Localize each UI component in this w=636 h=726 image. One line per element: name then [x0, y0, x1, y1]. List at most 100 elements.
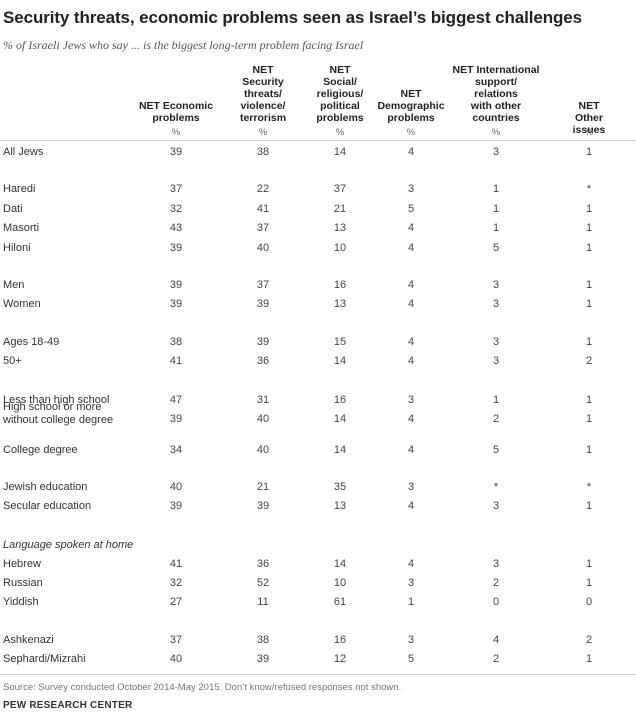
table-cell: 1: [407, 596, 415, 608]
table-cell: 4: [407, 413, 415, 425]
row-label: High school or more without college degr…: [3, 401, 114, 426]
table-cell: 5: [492, 242, 500, 254]
table-cell: 3: [407, 481, 415, 493]
table-cell: 39: [169, 279, 183, 291]
table-cell: 5: [492, 444, 500, 456]
table-cell: 21: [333, 203, 347, 215]
table-cell: 4: [407, 355, 415, 367]
row-label: College degree: [3, 444, 78, 456]
row-label: Less than high school: [3, 394, 110, 406]
table-cell: 4: [407, 444, 415, 456]
row-label: Masorti: [3, 222, 40, 234]
table-cell: 14: [333, 558, 347, 570]
table-cell: 34: [169, 444, 183, 456]
table-cell: 4: [492, 634, 500, 646]
section-label: Language spoken at home: [3, 539, 134, 551]
table-cell: 14: [333, 444, 347, 456]
table-cell: 1: [492, 183, 500, 195]
table-cell: 32: [169, 577, 183, 589]
table-cell: 5: [407, 203, 415, 215]
table-cell: 1: [585, 242, 593, 254]
table-cell: 37: [256, 279, 270, 291]
table-cell: 3: [492, 336, 500, 348]
table-cell: 1: [585, 653, 593, 665]
row-label: Russian: [3, 577, 43, 589]
table-cell: 39: [169, 146, 183, 158]
table-cell: 4: [407, 336, 415, 348]
footer-divider: [0, 674, 636, 675]
table-cell: 39: [256, 336, 270, 348]
group-divider: [0, 620, 636, 621]
table-cell: 3: [492, 500, 500, 512]
row-label: Yiddish: [3, 596, 39, 608]
table-cell: 1: [585, 203, 593, 215]
table-cell: 3: [492, 146, 500, 158]
table-cell: 36: [256, 558, 270, 570]
table-cell: 1: [585, 577, 593, 589]
table-cell: 2: [585, 355, 593, 367]
table-cell: 1: [492, 394, 500, 406]
table-cell: 13: [333, 222, 347, 234]
percent-unit-label: %: [335, 127, 345, 138]
table-cell: 1: [492, 222, 500, 234]
table-cell: 38: [256, 146, 270, 158]
table-cell: 35: [333, 481, 347, 493]
table-cell: 1: [585, 146, 593, 158]
table-cell: 13: [333, 500, 347, 512]
table-cell: 1: [585, 222, 593, 234]
source-note: Source: Survey conducted October 2014-Ma…: [3, 682, 402, 693]
group-divider: [0, 170, 636, 171]
table-cell: 2: [492, 413, 500, 425]
table-cell: 36: [256, 355, 270, 367]
row-label: Ages 18-49: [3, 336, 60, 348]
table-cell: 3: [407, 577, 415, 589]
row-label: Men: [3, 279, 25, 291]
table-cell: 5: [407, 653, 415, 665]
table-cell: 1: [585, 413, 593, 425]
table-cell: 2: [492, 577, 500, 589]
percent-unit-label: %: [406, 127, 416, 138]
table-cell: 32: [169, 203, 183, 215]
row-label: Hiloni: [3, 242, 31, 254]
row-label: Secular education: [3, 500, 92, 512]
group-divider: [0, 468, 636, 469]
table-cell: 39: [256, 298, 270, 310]
table-cell: 4: [407, 146, 415, 158]
table-cell: 11: [257, 596, 269, 608]
table-cell: 14: [333, 355, 347, 367]
row-label: Jewish education: [3, 481, 88, 493]
table-cell: 31: [256, 394, 270, 406]
chart-subtitle: % of Israeli Jews who say ... is the big…: [3, 38, 364, 52]
table-cell: 41: [169, 355, 183, 367]
row-label: Ashkenazi: [3, 634, 54, 646]
table-cell: 40: [169, 481, 183, 493]
table-cell: 41: [256, 203, 270, 215]
table-cell: 40: [256, 242, 270, 254]
table-cell: 43: [169, 222, 183, 234]
row-label: Dati: [3, 203, 23, 215]
table-cell: 37: [333, 183, 347, 195]
group-divider: [0, 528, 636, 529]
table-cell: 27: [169, 596, 183, 608]
table-cell: 3: [492, 279, 500, 291]
table-cell: 4: [407, 298, 415, 310]
table-cell: 37: [256, 222, 270, 234]
column-header: NET International support/ relations wit…: [452, 64, 540, 124]
table-cell: *: [493, 481, 499, 493]
table-cell: 1: [585, 394, 593, 406]
percent-unit-label: %: [258, 127, 268, 138]
column-header: NET Demographic problems: [377, 88, 445, 124]
group-divider: [0, 322, 636, 323]
table-cell: 13: [333, 298, 347, 310]
table-cell: 40: [256, 413, 270, 425]
table-cell: 1: [585, 279, 593, 291]
table-cell: 52: [256, 577, 270, 589]
table-cell: 4: [407, 279, 415, 291]
table-cell: 1: [492, 203, 500, 215]
table-cell: 37: [169, 183, 183, 195]
percent-unit-label: %: [171, 127, 181, 138]
table-cell: 4: [407, 242, 415, 254]
table-cell: 47: [169, 394, 183, 406]
column-header: NET Economic problems: [138, 100, 214, 124]
column-header: NET Social/ religious/ political problem…: [316, 64, 364, 124]
